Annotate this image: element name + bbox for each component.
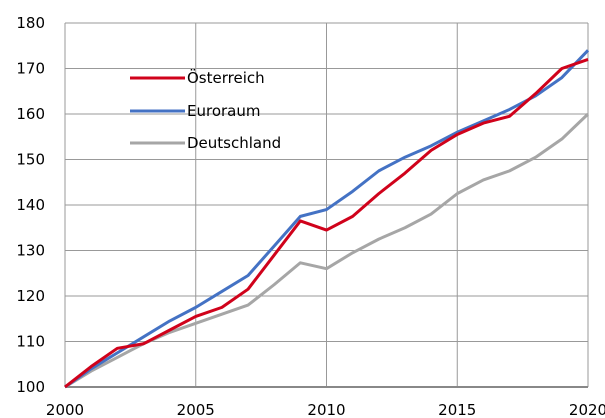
y-tick-label: 120 (16, 287, 45, 305)
y-tick-label: 110 (16, 333, 45, 351)
legend-label: Österreich (187, 68, 265, 87)
y-tick-label: 100 (16, 378, 45, 396)
legend-label: Euroraum (187, 102, 260, 120)
x-tick-label: 2000 (46, 401, 84, 418)
x-tick-label: 2010 (307, 401, 345, 418)
y-tick-label: 180 (16, 14, 45, 32)
y-tick-label: 150 (16, 151, 45, 169)
x-tick-label: 2015 (438, 401, 476, 418)
y-tick-label: 130 (16, 242, 45, 260)
data-line (64, 57, 589, 389)
x-tick-label: 2005 (177, 401, 215, 418)
legend-label: Deutschland (187, 134, 281, 152)
y-tick-label: 170 (16, 60, 45, 78)
y-tick-label: 140 (16, 196, 45, 214)
y-tick-label: 160 (16, 105, 45, 123)
data-line (64, 49, 590, 389)
x-tick-label: 2020 (569, 401, 605, 418)
